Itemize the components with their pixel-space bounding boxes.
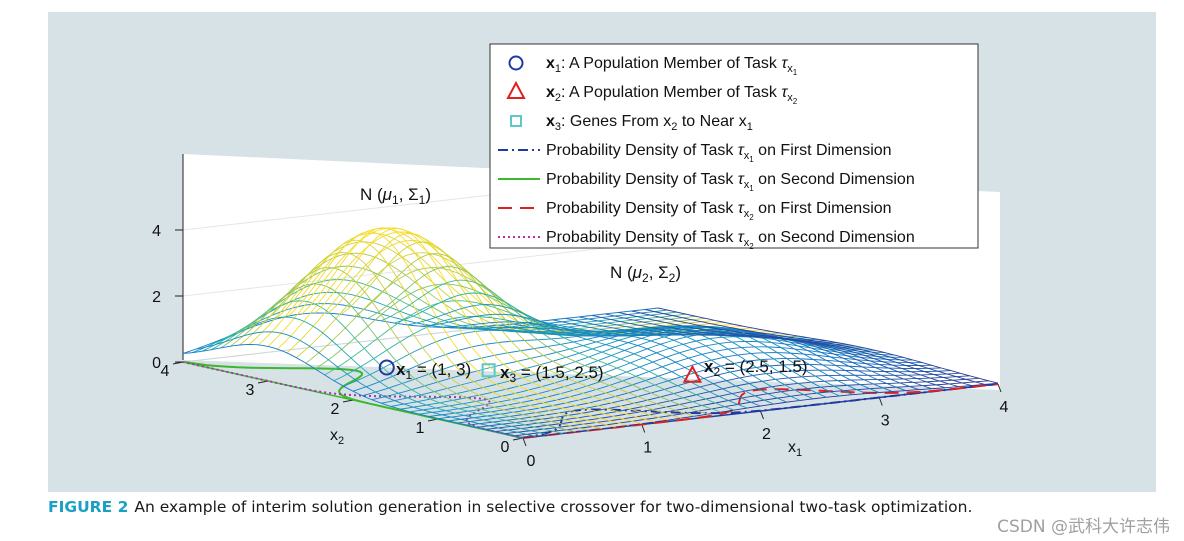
z-tick-label: 2 xyxy=(152,289,161,306)
legend-text: x3: Genes From x2 to Near x1 xyxy=(546,113,753,133)
surface-mesh-line xyxy=(354,253,695,417)
surface-mesh-line xyxy=(196,331,537,437)
surface-mesh-line xyxy=(631,310,972,386)
surface-mesh-line xyxy=(512,323,854,396)
x2-tick xyxy=(172,361,184,365)
point-label-x3: x3 = (1.5, 2.5) xyxy=(500,363,604,385)
surface-mesh-line xyxy=(182,344,524,439)
surface-mesh-line xyxy=(380,279,722,413)
legend-text: Probability Density of Task τx2 on First… xyxy=(546,200,892,222)
x1-tick xyxy=(997,383,1002,393)
x1-tick xyxy=(760,410,764,420)
legend-item: x2: A Population Member of Task τx2 xyxy=(506,80,798,106)
surface-mesh-line xyxy=(578,316,919,391)
surface-mesh-line xyxy=(261,251,603,430)
surfaces xyxy=(182,227,999,439)
x1-tick-label: 0 xyxy=(527,453,536,470)
point-label-x1: x1 = (1, 3) xyxy=(396,360,471,382)
surface-mesh-line xyxy=(393,292,735,411)
x2-tick-label: 0 xyxy=(501,439,510,456)
legend-text: Probability Density of Task τx1 on Secon… xyxy=(546,171,915,193)
figure-label: FIGURE 2 xyxy=(48,498,129,516)
legend-item: Probability Density of Task τx2 on Secon… xyxy=(498,229,915,251)
surface-mesh-line xyxy=(367,266,708,415)
marker-x3 xyxy=(481,363,496,378)
surface-mesh-line xyxy=(275,239,616,428)
surface-label-1: N (μ1, Σ1) xyxy=(360,185,431,207)
legend-triangle-icon xyxy=(506,80,526,99)
x2-tick-label: 2 xyxy=(331,401,340,418)
x1-tick xyxy=(522,437,527,447)
legend-circle-icon xyxy=(508,55,524,71)
surface-mesh-line xyxy=(552,319,893,392)
x1-tick-label: 1 xyxy=(643,440,652,457)
watermark: CSDN @武科大许志伟 xyxy=(997,517,1170,537)
surface-mesh-line xyxy=(565,317,906,392)
surface-mesh-line xyxy=(486,325,827,398)
surface-mesh-line xyxy=(288,231,629,426)
surface-mesh-line xyxy=(327,232,669,421)
x1-tick xyxy=(641,424,646,433)
z-tick-label: 0 xyxy=(152,355,161,372)
x2-tick-label: 3 xyxy=(246,382,255,399)
legend-item: Probability Density of Task τx1 on Secon… xyxy=(498,171,915,193)
points xyxy=(378,359,703,383)
surface-mesh-line xyxy=(657,307,999,384)
legend-box xyxy=(489,43,979,249)
x2-tick xyxy=(342,399,354,403)
x2-axis-label: x2 xyxy=(330,427,344,447)
x2-tick-label: 1 xyxy=(416,420,425,437)
legend-square-icon xyxy=(510,115,522,127)
surface-mesh-line xyxy=(539,320,880,393)
legend-text: x2: A Population Member of Task τx2 xyxy=(546,84,798,106)
x1-tick-label: 4 xyxy=(1000,399,1009,416)
legend-text: x1: A Population Member of Task τx1 xyxy=(546,55,798,77)
figure-caption-text: An example of interim solution generatio… xyxy=(134,498,973,516)
marker-x2 xyxy=(682,364,703,383)
x2-tick-label: 4 xyxy=(161,363,170,380)
point-label-x2: x2 = (2.5, 1.5) xyxy=(704,357,808,379)
legend-item: Probability Density of Task τx2 on First… xyxy=(498,200,892,222)
marker-x1 xyxy=(378,359,395,376)
surface-mesh-line xyxy=(618,311,959,388)
surface-label-2: N (μ2, Σ2) xyxy=(610,263,681,285)
legend-item: x3: Genes From x2 to Near x1 xyxy=(510,113,753,133)
x1-tick-label: 3 xyxy=(881,413,890,430)
legend-item: Probability Density of Task τx1 on First… xyxy=(498,142,892,164)
legend-item: x1: A Population Member of Task τx1 xyxy=(508,55,798,77)
x1-tick-label: 2 xyxy=(762,426,771,443)
z-tick-label: 4 xyxy=(152,223,161,240)
surface-mesh-line xyxy=(235,283,576,433)
surface-mesh-line xyxy=(301,227,642,425)
legend: x1: A Population Member of Task τx1 x2: A… xyxy=(489,43,979,251)
surface-mesh-line xyxy=(420,313,761,407)
surface-mesh-line xyxy=(644,309,985,385)
surface-mesh-line xyxy=(314,227,656,423)
x1-tick xyxy=(878,397,883,406)
figure-caption: FIGURE 2 An example of interim solution g… xyxy=(48,498,1048,516)
z-axis: 0 2 4 xyxy=(152,154,184,372)
legend-text: Probability Density of Task τx2 on Secon… xyxy=(546,229,915,251)
surface-mesh-line xyxy=(222,300,563,434)
surface-mesh-line xyxy=(341,241,682,419)
x1-axis-label: x1 xyxy=(788,439,802,459)
legend-text: Probability Density of Task τx1 on First… xyxy=(546,142,892,164)
